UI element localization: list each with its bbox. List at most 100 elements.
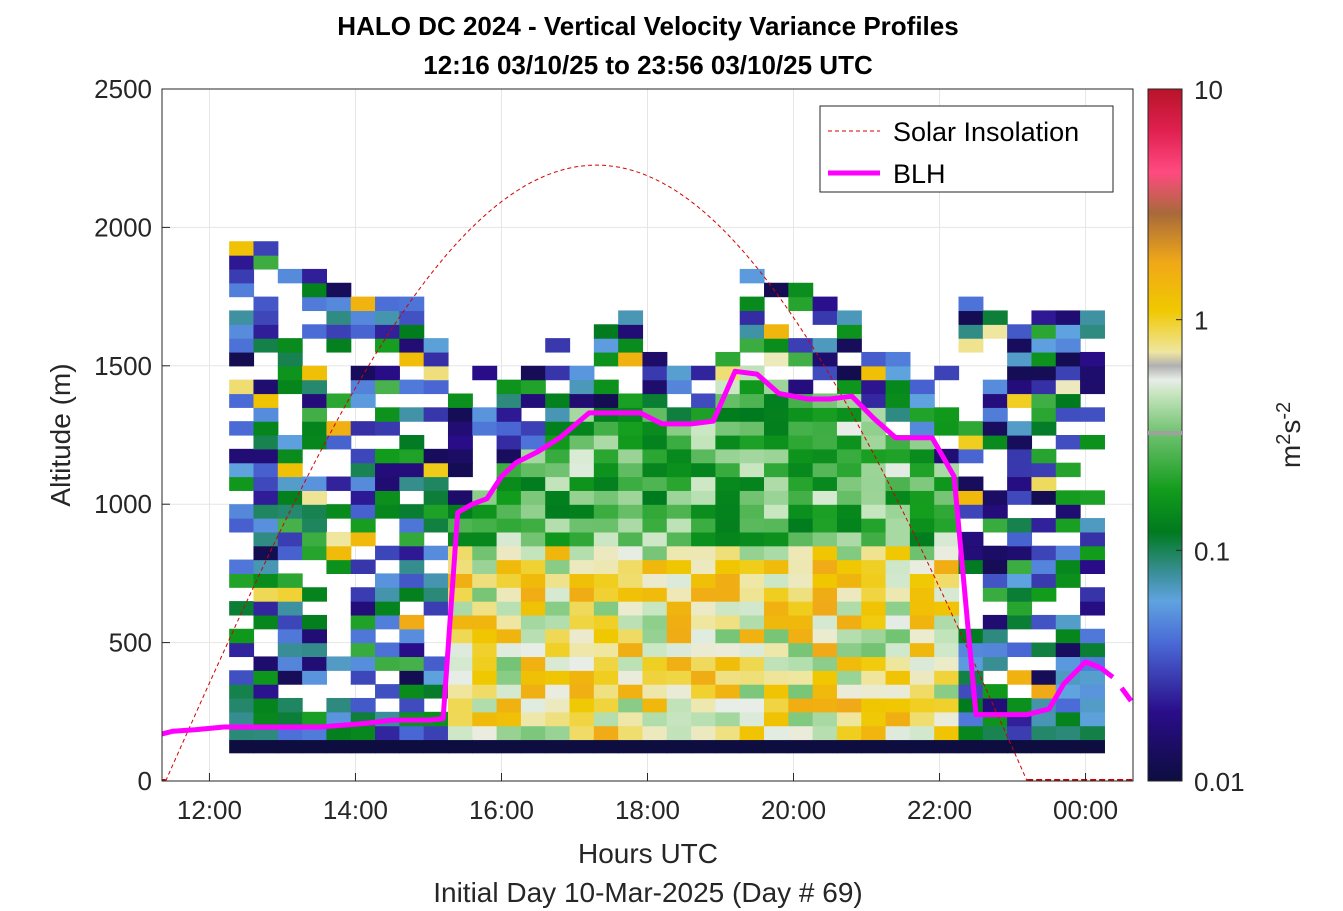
heatmap-cell [545, 559, 571, 574]
heatmap-cell [958, 684, 984, 699]
heatmap-cell [496, 559, 522, 574]
heatmap-cell [520, 545, 546, 561]
heatmap-cell [909, 628, 935, 644]
heatmap-cell [909, 421, 935, 436]
heatmap-cell [666, 642, 692, 658]
heatmap-cell [982, 739, 1008, 754]
heatmap-cell [1080, 407, 1105, 422]
heatmap-cell [642, 739, 668, 754]
heatmap-cell [447, 421, 473, 436]
heatmap-cell [861, 490, 887, 505]
heatmap-cell [496, 587, 522, 602]
heatmap-cell [520, 393, 546, 408]
heatmap-cell [545, 490, 571, 505]
heatmap-cell [642, 379, 668, 395]
x-tick-label: 18:00 [615, 795, 680, 825]
heatmap-cell [496, 628, 522, 644]
heatmap-cell [764, 573, 789, 588]
heatmap-cell [691, 504, 716, 519]
heatmap-cell [909, 490, 935, 505]
heatmap-cell [812, 296, 838, 312]
heatmap-cell [1080, 435, 1105, 450]
heatmap-cell [253, 448, 279, 464]
heatmap-cell [861, 711, 887, 727]
heatmap-cell [593, 504, 619, 519]
heatmap-cell [447, 407, 473, 422]
heatmap-cell [618, 601, 644, 616]
heatmap-cell [472, 559, 498, 574]
heatmap-cell [1031, 379, 1057, 395]
heatmap-cell [764, 504, 789, 519]
heatmap-cell [447, 518, 473, 533]
heatmap-cell [277, 531, 303, 547]
heatmap-cell [496, 656, 522, 671]
heatmap-cell [302, 628, 328, 644]
heatmap-cell [666, 614, 692, 630]
heatmap-cell [642, 545, 668, 561]
heatmap-cell [1080, 490, 1105, 505]
heatmap-cell [885, 614, 911, 630]
heatmap-cell [472, 587, 498, 602]
heatmap-cell [934, 365, 960, 381]
heatmap-cell [375, 407, 400, 422]
heatmap-cell [1055, 393, 1081, 408]
y-tick-label: 1500 [94, 351, 152, 381]
heatmap-cell [885, 559, 911, 574]
heatmap-cell [1007, 324, 1033, 339]
heatmap-cell [302, 282, 328, 298]
heatmap-cell [1007, 725, 1033, 741]
heatmap-cell [642, 518, 668, 533]
heatmap-cell [1031, 393, 1057, 408]
heatmap-cell [1055, 545, 1081, 561]
heatmap-cell [788, 490, 814, 505]
heatmap-cell [1007, 338, 1033, 353]
heatmap-cell [715, 739, 741, 754]
heatmap-cell [764, 531, 789, 547]
heatmap-cell [691, 490, 716, 505]
heatmap-cell [642, 656, 668, 671]
heatmap-cell [569, 670, 595, 685]
heatmap-cell [1031, 365, 1057, 381]
heatmap-cell [496, 421, 522, 436]
heatmap-cell [836, 504, 862, 519]
heatmap-cell [350, 448, 376, 464]
heatmap-cell [302, 296, 328, 312]
heatmap-cell [764, 697, 789, 713]
heatmap-cell [909, 587, 935, 602]
heatmap-cell [545, 448, 571, 464]
heatmap-cell [666, 435, 692, 450]
heatmap-cell [520, 725, 546, 741]
heatmap-cell [1055, 739, 1081, 754]
heatmap-cell [545, 573, 571, 588]
heatmap-cell [569, 684, 595, 699]
heatmap-cell [253, 490, 279, 505]
heatmap-cell [739, 670, 765, 685]
x-axis-label: Hours UTC [578, 838, 718, 869]
heatmap-cell [423, 351, 449, 367]
heatmap-cell [1055, 407, 1081, 422]
heatmap-cell [253, 393, 279, 408]
heatmap-cell [253, 614, 279, 630]
heatmap-cell [326, 282, 352, 298]
heatmap-cell [934, 587, 960, 602]
heatmap-cell [958, 310, 984, 325]
heatmap-cell [1007, 393, 1033, 408]
heatmap-cell [229, 324, 255, 339]
heatmap-cell [496, 573, 522, 588]
heatmap-cell [885, 393, 911, 408]
heatmap-cell [1007, 379, 1033, 395]
heatmap-cell [447, 614, 473, 630]
heatmap-cell [375, 573, 400, 588]
heatmap-cell [399, 739, 425, 754]
heatmap-cell [545, 711, 571, 727]
heatmap-cell [764, 725, 789, 741]
heatmap-cell [982, 725, 1008, 741]
heatmap-cell [1055, 642, 1081, 658]
heatmap-cell [764, 407, 789, 422]
heatmap-cell [593, 476, 619, 491]
heatmap-cell [691, 628, 716, 644]
heatmap-cell [812, 435, 838, 450]
colorbar-tick-label: 0.1 [1194, 536, 1230, 566]
heatmap-cell [472, 656, 498, 671]
heatmap-cell [277, 448, 303, 464]
